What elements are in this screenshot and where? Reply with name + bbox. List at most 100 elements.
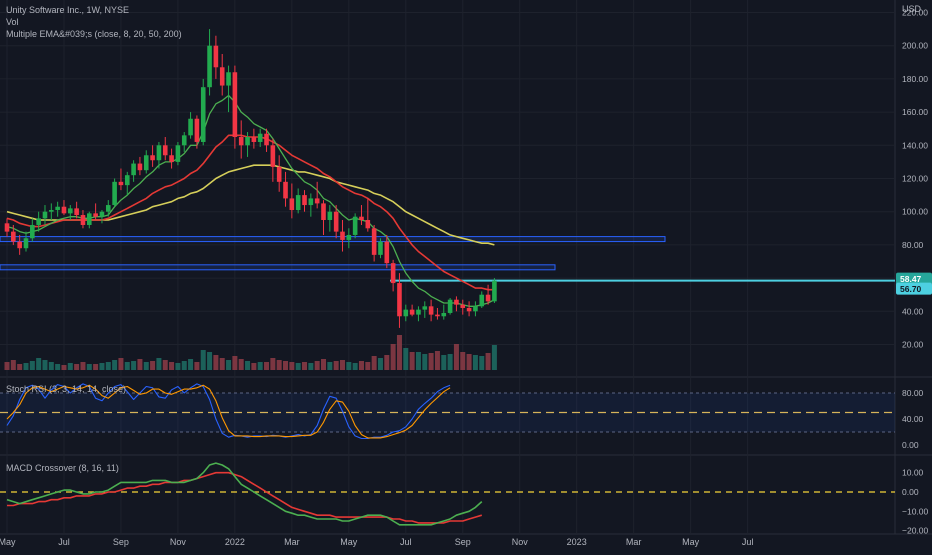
candle-body bbox=[346, 234, 352, 240]
volume-bar bbox=[491, 345, 497, 370]
time-label-10: 2023 bbox=[567, 537, 587, 547]
candle-body bbox=[466, 307, 472, 312]
volume-bar bbox=[289, 362, 295, 370]
macd-tick-3: −20.00 bbox=[902, 526, 929, 536]
candle-body bbox=[397, 283, 402, 317]
stoch-rsi-pane bbox=[0, 383, 895, 440]
candle-body bbox=[232, 72, 238, 137]
volume-bar bbox=[295, 363, 301, 370]
volume-bar bbox=[314, 361, 320, 370]
volume-bar bbox=[415, 352, 421, 370]
volume-bar bbox=[352, 363, 358, 370]
candle-body bbox=[333, 211, 339, 232]
volume-bar bbox=[29, 361, 35, 370]
volume-bar bbox=[422, 354, 428, 370]
time-label-7: Jul bbox=[400, 537, 412, 547]
volume-bar bbox=[200, 350, 206, 370]
price-tick-10: 20.00 bbox=[902, 340, 924, 350]
price-tick-4: 140.00 bbox=[902, 140, 928, 150]
candle-body bbox=[80, 215, 86, 225]
volume-bar bbox=[61, 365, 67, 370]
time-label-12: May bbox=[682, 537, 700, 547]
candle-body bbox=[36, 218, 41, 225]
volume-bar bbox=[232, 356, 238, 370]
candle-body bbox=[105, 205, 111, 212]
volume-bar bbox=[485, 353, 491, 370]
volume-bars bbox=[4, 335, 497, 370]
candle-body bbox=[99, 211, 105, 217]
volume-bar bbox=[17, 364, 23, 370]
candle-body bbox=[207, 45, 212, 88]
macd-legend[interactable]: MACD Crossover (8, 16, 11) bbox=[6, 463, 119, 473]
price-tick-6: 100.00 bbox=[902, 207, 928, 217]
stoch-rsi-legend[interactable]: Stoch RSI (3, 3, 14, 14, close) bbox=[6, 384, 127, 394]
time-label-13: Jul bbox=[742, 537, 754, 547]
price-tick-9: 40.00 bbox=[902, 306, 924, 316]
volume-bar bbox=[23, 363, 29, 370]
volume-bar bbox=[434, 351, 440, 370]
stoch-tick-2: 0.00 bbox=[902, 440, 919, 450]
volume-bar bbox=[377, 358, 383, 370]
price-axis[interactable]: 220.00 200.00 180.00 160.00 140.00 120.00 100.… bbox=[902, 8, 929, 536]
volume-bar bbox=[143, 362, 149, 370]
volume-bar bbox=[93, 364, 99, 370]
volume-bar bbox=[403, 348, 409, 370]
candle-body bbox=[435, 314, 440, 317]
ema-legend[interactable]: Multiple EMA&#039;s (close, 8, 20, 50, 2… bbox=[6, 29, 182, 39]
price-tick-2: 180.00 bbox=[902, 74, 928, 84]
time-axis[interactable]: May Jul Sep Nov 2022 Mar May Jul Sep Nov 2023 Mar Ma… bbox=[0, 537, 753, 547]
volume-bar bbox=[447, 354, 453, 370]
volume-bar bbox=[124, 362, 130, 370]
candle-body bbox=[156, 145, 162, 161]
volume-bar bbox=[238, 359, 244, 370]
volume-legend[interactable]: Vol bbox=[6, 17, 19, 27]
candle-body bbox=[118, 181, 124, 186]
volume-bar bbox=[226, 360, 232, 370]
volume-bar bbox=[181, 361, 187, 370]
candle-body bbox=[124, 175, 130, 186]
candle-body bbox=[245, 137, 250, 146]
candle-body bbox=[17, 241, 22, 249]
resistance-zone-0 bbox=[0, 236, 666, 243]
candle-body bbox=[340, 231, 345, 240]
volume-bar bbox=[257, 362, 263, 370]
candle-body bbox=[416, 309, 421, 315]
ema-lines bbox=[6, 94, 495, 307]
volume-bar bbox=[175, 363, 181, 370]
price-tick-7: 80.00 bbox=[902, 240, 924, 250]
candle-body bbox=[137, 163, 143, 171]
volume-bar bbox=[156, 358, 162, 370]
volume-bar bbox=[150, 361, 156, 370]
volume-bar bbox=[339, 360, 345, 370]
volume-bar bbox=[428, 353, 434, 370]
candle-body bbox=[327, 211, 333, 220]
volume-bar bbox=[441, 355, 447, 370]
volume-bar bbox=[99, 363, 105, 370]
symbol-title[interactable]: Unity Software Inc., 1W, NYSE bbox=[6, 5, 130, 15]
candle-body bbox=[169, 155, 174, 162]
candle-body bbox=[213, 45, 219, 68]
volume-bar bbox=[371, 356, 377, 370]
candle-body bbox=[308, 198, 314, 206]
last-price-tag-text: 58.47 bbox=[900, 274, 922, 284]
volume-bar bbox=[384, 355, 390, 370]
candlesticks[interactable] bbox=[4, 29, 497, 328]
candle-body bbox=[251, 137, 257, 142]
volume-bar bbox=[333, 361, 339, 370]
volume-bar bbox=[169, 362, 175, 370]
horizontal-zones[interactable] bbox=[0, 236, 895, 282]
candle-body bbox=[61, 206, 67, 214]
candle-body bbox=[390, 263, 396, 284]
volume-bar bbox=[10, 360, 16, 370]
volume-bar bbox=[276, 360, 282, 370]
volume-bar bbox=[365, 362, 371, 370]
candle-body bbox=[289, 198, 295, 211]
candle-body bbox=[131, 163, 136, 176]
last-price-tag-bg bbox=[896, 272, 932, 285]
macd-pane bbox=[0, 462, 895, 526]
candle-body bbox=[49, 210, 54, 212]
candle-body bbox=[479, 294, 485, 307]
candle-body bbox=[441, 312, 447, 317]
candle-body bbox=[30, 224, 35, 239]
